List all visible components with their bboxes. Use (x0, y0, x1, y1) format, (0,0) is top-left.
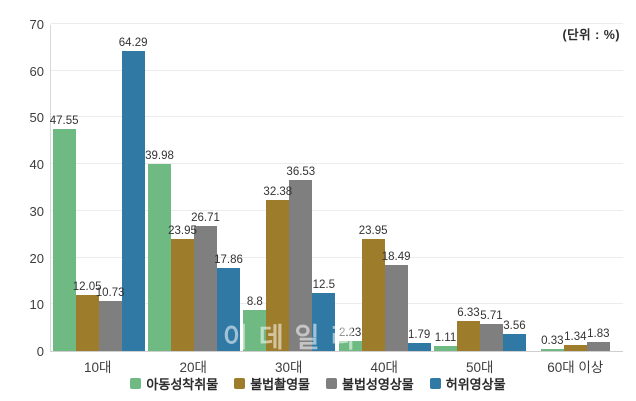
bar: 10.73 (96, 287, 125, 351)
bar: 5.71 (479, 310, 503, 351)
bar-groups: 47.55 12.05 10.73 64.29 39.98 23.95 26.71 17.86… (50, 25, 623, 351)
bar: 0.33 (540, 335, 564, 351)
legend-item: 불법성영상물 (326, 374, 414, 393)
y-axis-tick-label: 10 (29, 297, 44, 313)
bar-value-label: 1.83 (587, 328, 610, 341)
gridline (51, 23, 623, 24)
bar-group: 39.98 23.95 26.71 17.86 (145, 25, 243, 351)
x-axis-label: 10대 (84, 360, 112, 375)
bar: 12.5 (312, 279, 336, 351)
bar-value-label: 1.11 (434, 331, 457, 344)
bar: 1.11 (433, 332, 457, 351)
y-axis-tick-label: 60 (29, 63, 44, 79)
bar-value-label: 36.53 (286, 166, 316, 179)
gridline (51, 163, 623, 165)
bar: 17.86 (214, 254, 243, 351)
bar-value-label: 18.49 (381, 250, 411, 263)
legend-swatch (234, 378, 246, 389)
y-axis-tick-label: 0 (36, 344, 44, 359)
bar-value-label: 23.95 (168, 225, 197, 238)
bar-value-label: 1.34 (564, 330, 587, 343)
bar: 18.49 (382, 251, 411, 351)
y-axis-tick-label: 50 (29, 110, 44, 126)
bar-value-label: 47.55 (49, 114, 79, 127)
legend: 아동성착취물 불법촬영물 불법성영상물 허위영상물 (0, 374, 636, 393)
bar: 6.33 (456, 307, 480, 351)
x-axis-label: 20대 (179, 360, 207, 375)
bar-value-label: 12.5 (312, 278, 336, 291)
legend-label: 불법성영상물 (342, 377, 414, 392)
bar: 1.83 (586, 328, 610, 351)
bar-value-label: 5.71 (480, 310, 503, 323)
bar-value-label: 6.33 (457, 307, 480, 320)
gridline (51, 69, 623, 71)
bar: 8.8 (243, 296, 267, 351)
bar: 47.55 (50, 115, 79, 351)
legend-swatch (326, 378, 337, 389)
bar-group: 2.23 23.95 18.49 1.79 (337, 25, 432, 351)
bar: 3.56 (502, 320, 526, 351)
bar-value-label: 0.33 (541, 335, 564, 348)
bar-value-label: 2.23 (338, 326, 362, 339)
gridline (51, 303, 623, 305)
bar: 39.98 (145, 150, 174, 351)
y-axis-tick-label: 20 (29, 250, 44, 266)
legend-label: 허위영상물 (445, 377, 506, 392)
bar-value-label: 12.05 (72, 280, 102, 293)
gridline (51, 116, 623, 118)
bar: 23.95 (359, 225, 388, 351)
x-axis: 10대 20대 30대 40대 50대 60대 이상 (50, 356, 623, 376)
bar: 36.53 (286, 166, 315, 351)
bar-value-label: 1.79 (407, 328, 431, 341)
y-axis-tick-label: 40 (29, 157, 44, 173)
bar: 64.29 (119, 37, 148, 351)
bar-value-label: 23.95 (358, 225, 388, 238)
x-axis-label: 50대 (466, 360, 494, 375)
bar-value-label: 3.56 (503, 320, 526, 333)
bar-value-label: 64.29 (118, 36, 148, 49)
legend-label: 불법촬영물 (250, 377, 310, 392)
bar-group: 8.8 32.38 36.53 12.5 (242, 25, 337, 351)
legend-swatch (429, 378, 441, 389)
x-axis-label: 60대 이상 (547, 360, 604, 375)
bar: 23.95 (168, 225, 197, 351)
bar-value-label: 26.71 (191, 212, 220, 225)
bar-group: 47.55 12.05 10.73 64.29 (50, 25, 148, 351)
bar-group: 0.33 1.34 1.83 (528, 25, 623, 351)
bar: 2.23 (338, 327, 362, 351)
legend-item: 허위영상물 (429, 374, 506, 393)
legend-label: 아동성착취물 (146, 377, 219, 392)
legend-item: 불법촬영물 (234, 374, 310, 393)
bar-value-label: 17.86 (214, 253, 243, 266)
y-axis-tick-label: 30 (29, 203, 44, 219)
x-axis-label: 40대 (370, 360, 398, 375)
gridline (51, 256, 623, 258)
bar: 1.79 (407, 329, 431, 351)
bar: 1.34 (563, 331, 587, 351)
bar-value-label: 32.38 (263, 185, 293, 198)
bar: 32.38 (263, 186, 292, 351)
bar-group: 1.11 6.33 5.71 3.56 (432, 25, 527, 351)
bar-value-label: 8.8 (246, 295, 263, 308)
plot-area: 47.55 12.05 10.73 64.29 39.98 23.95 26.71 17.86… (50, 23, 623, 353)
x-axis-label: 30대 (275, 360, 303, 375)
bar: 26.71 (191, 212, 220, 351)
bar: 12.05 (73, 281, 102, 351)
bar-value-label: 10.73 (95, 286, 125, 299)
bar-value-label: 39.98 (145, 150, 174, 163)
y-axis-tick-label: 70 (29, 17, 44, 32)
legend-swatch (130, 378, 142, 389)
gridline (51, 209, 623, 211)
unit-label: (단위 : %) (562, 28, 620, 42)
legend-item: 아동성착취물 (130, 374, 218, 393)
